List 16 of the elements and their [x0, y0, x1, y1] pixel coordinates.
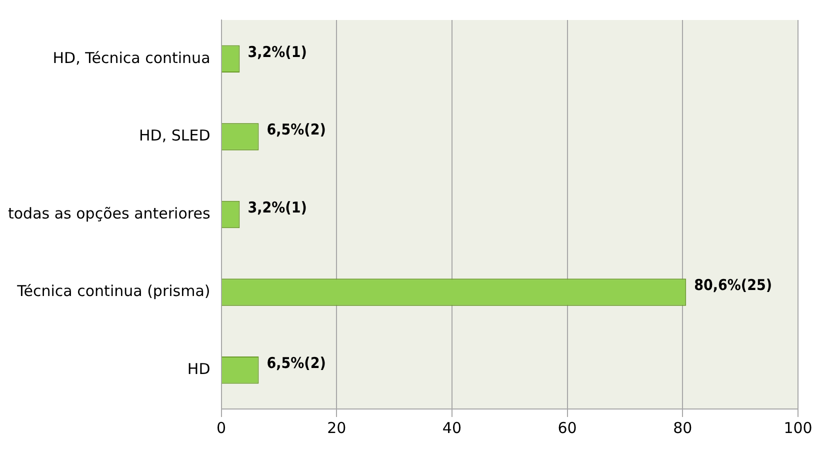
x-tick-label: 20	[327, 418, 346, 437]
data-label: 3,2%(1)	[248, 42, 307, 61]
data-label: 3,2%(1)	[248, 198, 307, 216]
x-tick-label: 100	[784, 418, 812, 437]
x-tick-label: 60	[558, 418, 577, 437]
x-tick-label: 0	[216, 418, 226, 437]
x-tick-label: 80	[673, 418, 692, 437]
data-label: 80,6%(25)	[694, 276, 772, 294]
y-tick-label: Técnica continua (prisma)	[16, 282, 210, 300]
y-tick-label: HD, Técnica continua	[52, 48, 210, 67]
y-tick-label: todas as opções anteriores	[8, 204, 210, 222]
data-label: 6,5%(2)	[266, 354, 326, 372]
y-tick-label: HD, SLED	[138, 126, 210, 145]
y-tick-label: HD	[187, 360, 210, 378]
x-tick-label: 40	[442, 418, 462, 437]
data-label: 6,5%(2)	[266, 120, 326, 139]
